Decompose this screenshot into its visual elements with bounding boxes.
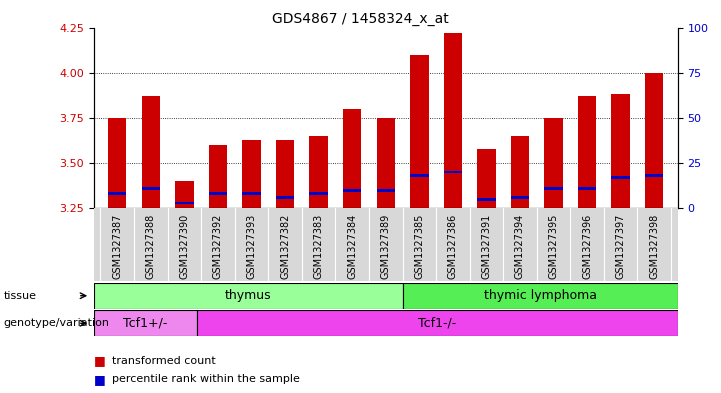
Bar xyxy=(343,189,361,191)
Text: GSM1327398: GSM1327398 xyxy=(649,214,659,279)
Bar xyxy=(443,171,462,173)
Bar xyxy=(108,193,126,195)
Bar xyxy=(141,96,160,208)
Bar xyxy=(141,187,160,190)
Bar xyxy=(94,310,197,336)
Bar xyxy=(510,136,529,208)
Text: Tcf1-/-: Tcf1-/- xyxy=(418,317,456,330)
Text: GSM1327394: GSM1327394 xyxy=(515,214,525,279)
Text: tissue: tissue xyxy=(4,291,37,301)
Text: GSM1327390: GSM1327390 xyxy=(180,214,190,279)
Bar xyxy=(443,33,462,208)
Text: genotype/variation: genotype/variation xyxy=(4,318,110,328)
Bar xyxy=(544,187,563,190)
Bar xyxy=(276,196,294,199)
Bar xyxy=(242,140,261,208)
Bar xyxy=(544,118,563,208)
Bar xyxy=(376,189,395,191)
Text: percentile rank within the sample: percentile rank within the sample xyxy=(112,374,300,384)
Bar xyxy=(309,136,328,208)
Text: ■: ■ xyxy=(94,354,105,367)
Bar xyxy=(510,196,529,199)
Text: Tcf1+/-: Tcf1+/- xyxy=(123,317,167,330)
Text: GSM1327397: GSM1327397 xyxy=(616,214,626,279)
Bar xyxy=(175,181,193,208)
Bar xyxy=(410,174,428,177)
Bar xyxy=(108,118,126,208)
Bar xyxy=(410,55,428,208)
Text: GSM1327396: GSM1327396 xyxy=(582,214,592,279)
Text: thymic lymphoma: thymic lymphoma xyxy=(484,289,597,302)
Bar xyxy=(477,149,495,208)
Text: GSM1327392: GSM1327392 xyxy=(213,214,223,279)
Bar xyxy=(276,140,294,208)
Bar xyxy=(645,73,663,208)
Bar xyxy=(343,109,361,208)
Text: thymus: thymus xyxy=(225,289,272,302)
Text: GSM1327395: GSM1327395 xyxy=(549,214,559,279)
Bar xyxy=(376,118,395,208)
Text: GSM1327385: GSM1327385 xyxy=(415,214,424,279)
Text: GDS4867 / 1458324_x_at: GDS4867 / 1458324_x_at xyxy=(272,12,449,26)
Bar xyxy=(578,96,596,208)
Bar xyxy=(611,176,630,179)
Bar xyxy=(197,310,678,336)
Text: GSM1327382: GSM1327382 xyxy=(280,214,290,279)
Bar xyxy=(477,198,495,200)
Bar xyxy=(403,283,678,309)
Bar xyxy=(578,187,596,190)
Bar xyxy=(611,94,630,208)
Text: GSM1327391: GSM1327391 xyxy=(482,214,492,279)
Bar xyxy=(175,202,193,204)
Text: GSM1327388: GSM1327388 xyxy=(146,214,156,279)
Bar xyxy=(309,193,328,195)
Text: GSM1327383: GSM1327383 xyxy=(314,214,324,279)
Bar xyxy=(94,283,403,309)
Text: GSM1327384: GSM1327384 xyxy=(348,214,357,279)
Bar xyxy=(242,193,261,195)
Text: GSM1327389: GSM1327389 xyxy=(381,214,391,279)
Bar xyxy=(208,193,227,195)
Text: GSM1327387: GSM1327387 xyxy=(112,214,123,279)
Text: transformed count: transformed count xyxy=(112,356,216,366)
Text: GSM1327393: GSM1327393 xyxy=(247,214,257,279)
Bar xyxy=(208,145,227,208)
Text: ■: ■ xyxy=(94,373,105,386)
Bar xyxy=(645,174,663,177)
Text: GSM1327386: GSM1327386 xyxy=(448,214,458,279)
